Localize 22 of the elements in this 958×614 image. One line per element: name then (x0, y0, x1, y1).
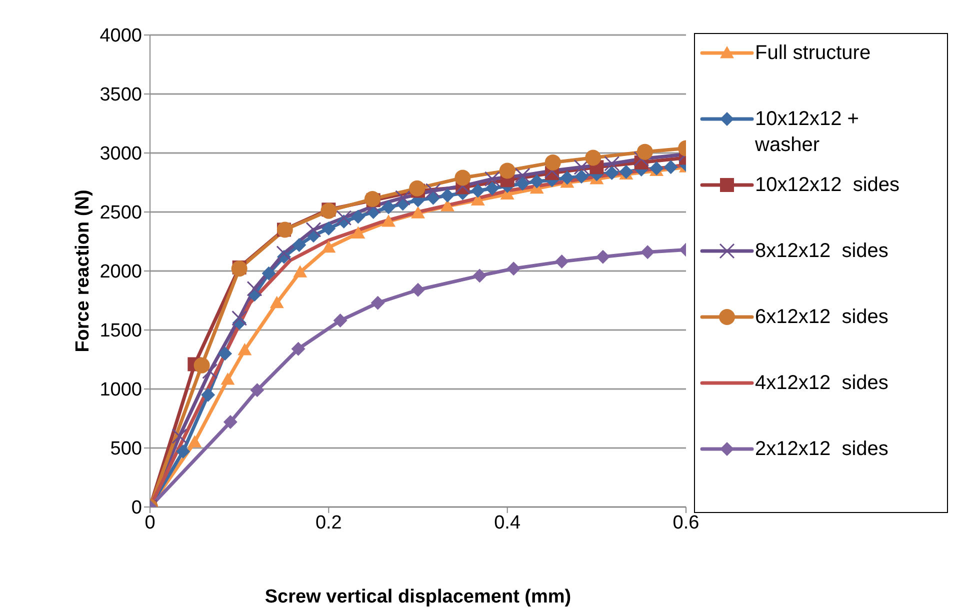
x-tick-label: 0.2 (315, 512, 342, 534)
x-axis-title: Screw vertical displacement (mm) (264, 586, 572, 608)
y-tick-label: 2500 (100, 202, 142, 224)
legend-label: Full structure (755, 41, 872, 66)
legend-label: 10x12x12 sides (755, 173, 901, 198)
y-tick-label: 3000 (100, 144, 142, 165)
y-tick-label: 500 (110, 438, 142, 460)
legend-label: 2x12x12 sides (755, 437, 890, 462)
x-tick-label: 0.4 (494, 512, 521, 534)
y-tick-label: 1000 (100, 380, 142, 401)
y-tick-label: 0 (131, 498, 142, 519)
y-tick-label: 2000 (100, 262, 142, 283)
x-tick-label: 0 (144, 512, 156, 534)
y-tick-label: 1500 (100, 320, 142, 342)
y-tick-label: 4000 (100, 26, 142, 47)
legend-label: 4x12x12 sides (755, 371, 890, 396)
legend-label: 6x12x12 sides (755, 305, 890, 330)
y-tick-label: 3500 (100, 84, 142, 106)
y-axis-title: Force reaction (N) (72, 190, 94, 352)
x-tick-label: 0.6 (672, 512, 700, 534)
legend-label: 10x12x12 + washer (755, 107, 860, 158)
legend-label: 8x12x12 sides (755, 239, 890, 264)
